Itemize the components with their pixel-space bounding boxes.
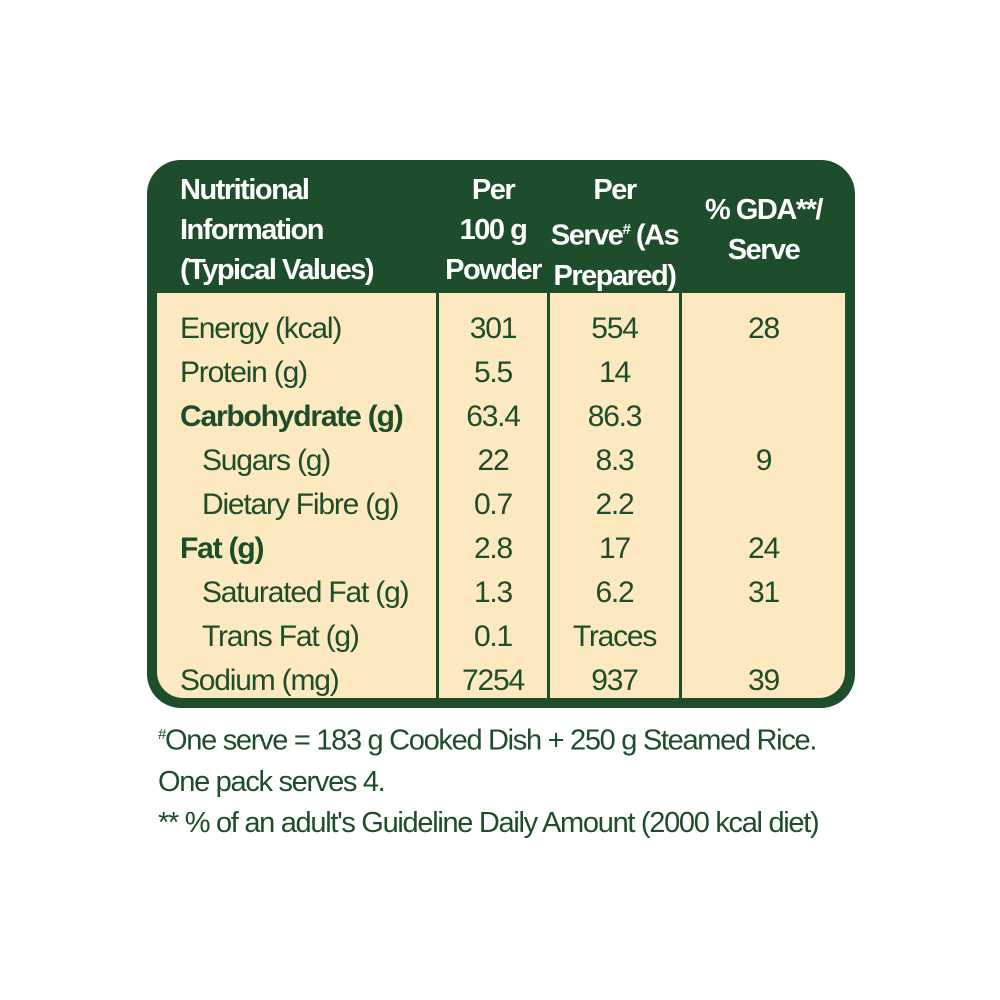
value-gda: 39: [748, 664, 780, 697]
header-line: Prepared): [553, 259, 677, 292]
table-row: Carbohydrate (g) 63.4 86.3: [147, 396, 855, 440]
nutrient-label: Dietary Fibre (g): [202, 488, 400, 521]
nutrition-table: Nutritional Information (Typical Values)…: [147, 160, 855, 708]
header-nutrient: Nutritional Information (Typical Values): [180, 170, 375, 290]
header-line: Per: [593, 174, 637, 206]
value-per-100g: 22: [477, 444, 510, 477]
value-gda: 28: [748, 312, 780, 345]
value-per-serve: 86.3: [587, 400, 643, 433]
value-per-100g: 301: [469, 312, 518, 345]
value-per-serve: 14: [599, 356, 631, 389]
value-per-100g: 5.5: [473, 356, 513, 389]
value-per-100g: 7254: [462, 664, 525, 697]
column-divider: [679, 293, 682, 698]
footnotes: #One serve = 183 g Cooked Dish + 250 g S…: [158, 714, 820, 844]
header-line: Serve: [727, 234, 801, 266]
nutrient-label: Sodium (mg): [180, 664, 340, 697]
nutrient-label: Fat (g): [180, 532, 264, 565]
value-per-serve: 2.2: [595, 488, 634, 521]
footnote-pack: One pack serves 4.: [158, 765, 386, 798]
value-per-100g: 1.3: [473, 576, 513, 609]
value-per-100g: 63.4: [466, 400, 521, 433]
value-gda: 24: [748, 532, 780, 565]
header-per-100g: Per 100 g Powder: [439, 170, 547, 290]
nutrient-label: Trans Fat (g): [202, 620, 360, 653]
nutrient-label: Energy (kcal): [180, 312, 342, 345]
table-row: Sugars (g) 22 8.3 9: [147, 440, 855, 484]
value-per-100g: 0.7: [473, 488, 513, 521]
value-per-serve: 6.2: [595, 576, 634, 609]
value-per-serve: 8.3: [595, 444, 634, 477]
value-gda: 9: [755, 444, 773, 477]
header-line: % GDA**/: [705, 194, 823, 226]
footnote-gda: ** % of an adult's Guideline Daily Amoun…: [158, 806, 820, 839]
value-per-100g: 2.8: [473, 532, 513, 565]
nutrient-label: Saturated Fat (g): [202, 576, 410, 609]
footnote-serve: #One serve = 183 g Cooked Dish + 250 g S…: [158, 714, 818, 762]
header-text: (As: [629, 219, 680, 252]
column-divider: [547, 293, 550, 698]
nutrient-label: Sugars (g): [202, 444, 331, 477]
value-gda: 31: [748, 576, 780, 609]
footnote-text: One serve = 183 g Cooked Dish + 250 g St…: [165, 724, 817, 757]
table-body: [157, 293, 845, 698]
value-per-serve: 937: [591, 664, 639, 697]
header-gda: % GDA**/ Serve: [682, 190, 845, 270]
header-line: Nutritional: [180, 174, 310, 206]
table-row: Sodium (mg) 7254 937 39: [147, 660, 855, 704]
value-per-serve: 17: [599, 532, 631, 565]
column-divider: [436, 293, 439, 698]
table-row: Protein (g) 5.5 14: [147, 352, 855, 396]
header-per-serve: Per Serve# (As Prepared): [550, 170, 680, 296]
table-row: Energy (kcal) 301 554 28: [147, 308, 855, 352]
hash-mark: #: [622, 221, 630, 238]
value-per-100g: 0.1: [473, 620, 513, 653]
table-row: Fat (g) 2.8 17 24: [147, 528, 855, 572]
value-per-serve: Traces: [572, 620, 658, 653]
value-per-serve: 554: [591, 312, 639, 345]
nutrient-label: Carbohydrate (g): [180, 400, 404, 433]
nutrient-label: Protein (g): [180, 356, 308, 389]
header-line: Powder: [445, 254, 542, 286]
table-row: Trans Fat (g) 0.1 Traces: [147, 616, 855, 660]
header-text: Serve: [550, 219, 624, 252]
header-line: Information: [180, 214, 325, 246]
header-line: (Typical Values): [180, 254, 375, 286]
table-row: Dietary Fibre (g) 0.7 2.2: [147, 484, 855, 528]
header-line: Serve# (As: [550, 210, 680, 256]
header-line: 100 g: [459, 214, 528, 246]
header-line: Per: [471, 174, 516, 206]
hash-mark: #: [158, 726, 166, 743]
table-row: Saturated Fat (g) 1.3 6.2 31: [147, 572, 855, 616]
